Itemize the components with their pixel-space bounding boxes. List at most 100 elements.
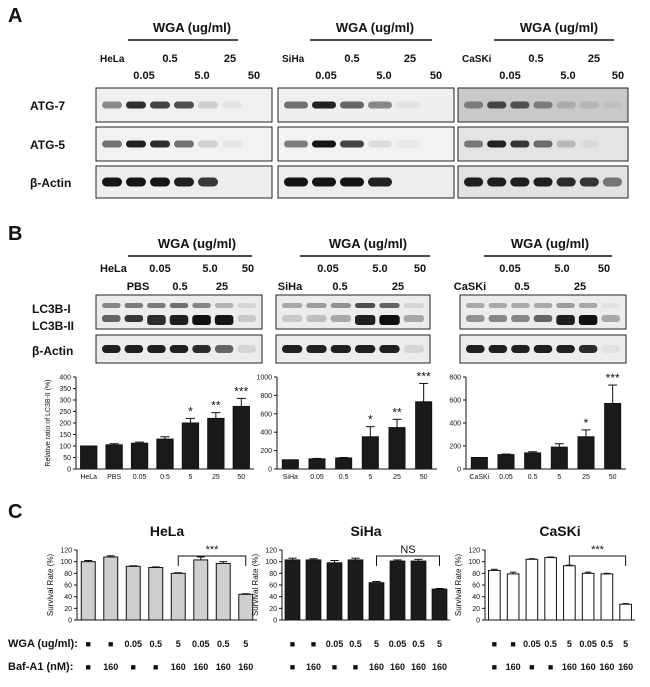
concentration-label: 25	[224, 53, 236, 65]
blot-band	[396, 178, 420, 187]
x-tick-label: 0.05	[499, 474, 513, 481]
wga-cell: 0.5	[349, 639, 362, 649]
blot-band	[533, 101, 553, 109]
significance-marker: ***	[417, 369, 431, 383]
blot-band	[147, 303, 166, 308]
western-blot	[457, 126, 629, 162]
blot-band	[150, 140, 170, 148]
bar	[215, 562, 231, 621]
blot-band	[312, 140, 336, 148]
y-tick-label: 0	[67, 467, 71, 474]
y-tick-label: 0	[273, 618, 277, 625]
significance-marker: ***	[234, 384, 248, 398]
blot-band	[379, 345, 400, 353]
wga-cell: ■	[311, 639, 316, 649]
blot-band	[466, 345, 485, 353]
x-tick-label: 5	[368, 474, 372, 481]
blot-band	[403, 315, 424, 322]
panel-label-b: B	[8, 223, 22, 245]
bar	[347, 559, 364, 621]
blot-band	[246, 102, 266, 109]
blot-band	[147, 315, 166, 325]
y-tick-label: 80	[269, 571, 277, 578]
baf-cell: 160	[432, 662, 447, 672]
wga-header: WGA (ug/ml)	[336, 20, 414, 35]
western-blot	[277, 87, 455, 123]
bar	[335, 457, 353, 470]
bar	[550, 446, 568, 470]
blot-frame	[457, 87, 629, 123]
y-tick-label: 120	[468, 548, 480, 555]
concentration-label: 25	[404, 53, 416, 65]
western-blot	[95, 165, 273, 199]
bar	[600, 573, 614, 621]
western-blot	[277, 165, 455, 199]
wga-cell: 0.05	[579, 639, 597, 649]
blot-band	[222, 178, 242, 187]
bar-chart: 0 200 400 600 800 CaSKi 0.05 0.5 5 * 25 *** 50	[449, 371, 626, 481]
x-tick-label: 25	[212, 474, 220, 481]
blot-band	[355, 345, 376, 353]
blot-band	[124, 315, 144, 322]
concentration-label: 0.5	[172, 281, 187, 293]
western-blot	[459, 334, 627, 364]
western-blot	[459, 294, 627, 330]
concentration-label: SiHa	[278, 281, 303, 293]
blot-band	[126, 140, 146, 148]
blot-band	[533, 303, 553, 308]
significance-bracket	[177, 555, 247, 566]
chart-title: HeLa	[150, 523, 184, 539]
baf-cell: 160	[306, 662, 321, 672]
baf-cell: 160	[369, 662, 384, 672]
bar	[361, 436, 379, 470]
baf-cell: ■	[86, 662, 91, 672]
baf-cell: ■	[529, 662, 534, 672]
blot-band	[340, 177, 364, 187]
blot-band	[403, 303, 424, 308]
blot-band	[237, 345, 256, 353]
bar-chart: 0 200 400 600 800 1000 SiHa 0.05 0.5 * 5 ** 25 *** 50	[256, 369, 437, 481]
x-tick-label: 0.05	[310, 474, 324, 481]
western-blot	[275, 334, 431, 364]
y-tick-label: 40	[269, 594, 277, 601]
cell-line-label: CaSKi	[462, 54, 492, 65]
wga-cell: 0.05	[192, 639, 210, 649]
blot-band	[174, 177, 194, 187]
bar	[181, 422, 200, 470]
blot-frame	[275, 294, 431, 330]
concentration-label: 0.05	[499, 263, 520, 275]
concentration-label: 25	[588, 53, 600, 65]
blot-band	[533, 177, 553, 187]
y-tick-label: 120	[60, 548, 72, 555]
row-label-lc3b-ii: LC3B-II	[32, 319, 74, 333]
bar	[193, 559, 209, 621]
blot-band	[578, 345, 598, 353]
blot-band	[579, 101, 599, 109]
blot-band	[214, 303, 234, 308]
blot-band	[284, 140, 308, 148]
blot-band	[192, 315, 211, 325]
y-axis-label: Survival Rate (%)	[46, 554, 55, 617]
blot-band	[510, 140, 530, 148]
bar	[544, 557, 557, 621]
wga-cell: 5	[243, 639, 248, 649]
y-tick-label: 100	[265, 559, 277, 566]
x-tick-label: 5	[188, 474, 192, 481]
blot-band	[282, 303, 303, 308]
blot-band	[487, 177, 507, 187]
blot-band	[174, 140, 194, 148]
x-tick-label: PBS	[107, 474, 121, 481]
x-tick-label: 50	[609, 474, 617, 481]
blot-band	[222, 101, 242, 109]
y-tick-label: 60	[269, 583, 277, 590]
baf-cell: 160	[103, 662, 118, 672]
bar	[125, 565, 141, 621]
bar	[581, 572, 595, 621]
blot-band	[169, 315, 189, 325]
x-tick-label: CaSKi	[469, 474, 489, 481]
wga-header: WGA (ug/ml)	[520, 20, 598, 35]
wga-cell: 0.05	[326, 639, 344, 649]
blot-band	[533, 315, 553, 322]
y-tick-label: 400	[59, 375, 71, 382]
